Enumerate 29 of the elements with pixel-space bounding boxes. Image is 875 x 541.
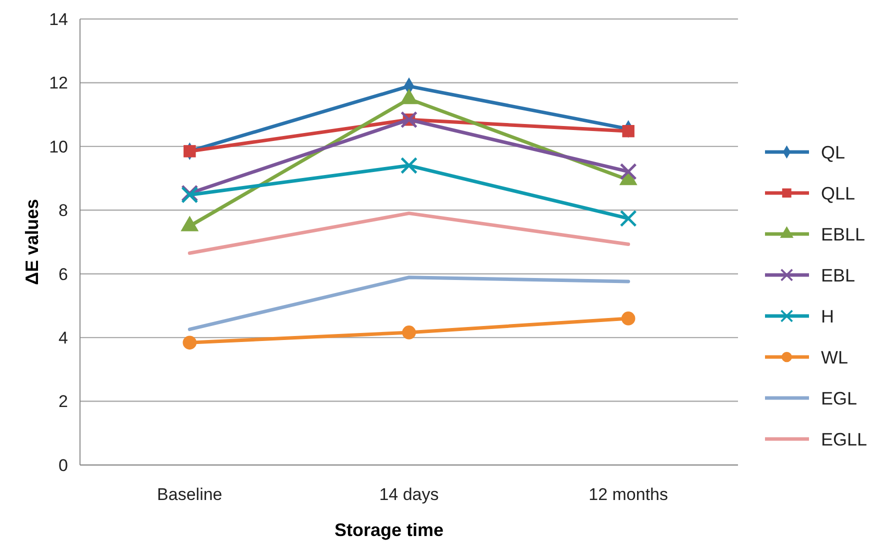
point — [620, 210, 637, 227]
y-tick-label: 8 — [58, 201, 68, 220]
legend-label: EGL — [821, 388, 858, 408]
legend-label: EBLL — [821, 224, 866, 244]
legend-label: EGLL — [821, 429, 868, 450]
x-tick-label: 12 months — [588, 485, 668, 504]
point — [621, 312, 636, 326]
point — [622, 125, 634, 138]
y-tick-label: 6 — [58, 264, 68, 284]
legend-label: QL — [821, 142, 846, 162]
y-axis-title: ΔE values — [22, 199, 42, 285]
y-tick-label: 14 — [49, 10, 68, 29]
point — [402, 326, 416, 340]
legend-label: H — [821, 306, 834, 326]
legend-label: QLL — [821, 183, 856, 204]
x-tick-label: 14 days — [379, 485, 439, 504]
legend-label: WL — [821, 347, 848, 368]
y-tick-label: 10 — [49, 137, 68, 156]
legend-label: EBL — [821, 265, 856, 286]
y-tick-label: 4 — [58, 328, 68, 348]
y-tick-label: 2 — [58, 392, 68, 412]
x-tick-label: Baseline — [157, 485, 222, 504]
y-tick-label: 12 — [49, 74, 68, 93]
point — [184, 145, 196, 158]
y-tick-label: 0 — [58, 456, 68, 475]
point — [400, 157, 418, 174]
point — [182, 336, 197, 350]
point — [620, 163, 637, 180]
x-axis-title: Storage time — [334, 520, 444, 540]
